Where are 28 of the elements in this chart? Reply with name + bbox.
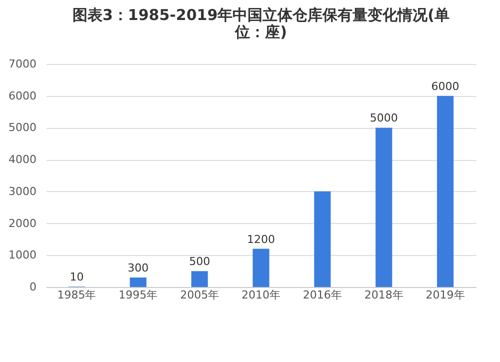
x-tick-label: 2016年 <box>302 288 342 302</box>
bar <box>191 271 208 287</box>
x-tick-label: 2005年 <box>180 288 220 302</box>
y-tick-label: 3000 <box>8 184 36 198</box>
x-tick-label: 1985年 <box>57 288 96 302</box>
x-tick-label: 2018年 <box>364 288 404 302</box>
x-tick-label: 1995年 <box>118 288 158 302</box>
data-label: 500 <box>189 255 210 268</box>
data-label: 10 <box>70 270 84 284</box>
chart-title: 图表3：1985-2019年中国立体仓库保有量变化情况(单位：座) <box>72 6 450 41</box>
bar <box>376 128 392 287</box>
y-tick-label: 4000 <box>8 153 36 166</box>
data-label: 1200 <box>247 232 275 246</box>
y-tick-label: 1000 <box>8 248 36 262</box>
y-tick-label: 7000 <box>8 58 36 70</box>
x-tick-label: 2019年 <box>426 288 465 302</box>
bar <box>130 277 146 287</box>
y-tick-label: 0 <box>30 280 36 294</box>
y-tick-label: 6000 <box>8 89 36 102</box>
y-tick-label: 2000 <box>8 216 36 230</box>
y-tick-label: 5000 <box>8 121 36 134</box>
data-label: 5000 <box>370 112 398 125</box>
data-label: 300 <box>128 261 149 274</box>
x-tick-label: 2010年 <box>242 288 280 302</box>
bar <box>436 96 454 287</box>
data-label: 6000 <box>431 80 460 93</box>
bar <box>314 191 331 287</box>
bar <box>252 248 270 287</box>
